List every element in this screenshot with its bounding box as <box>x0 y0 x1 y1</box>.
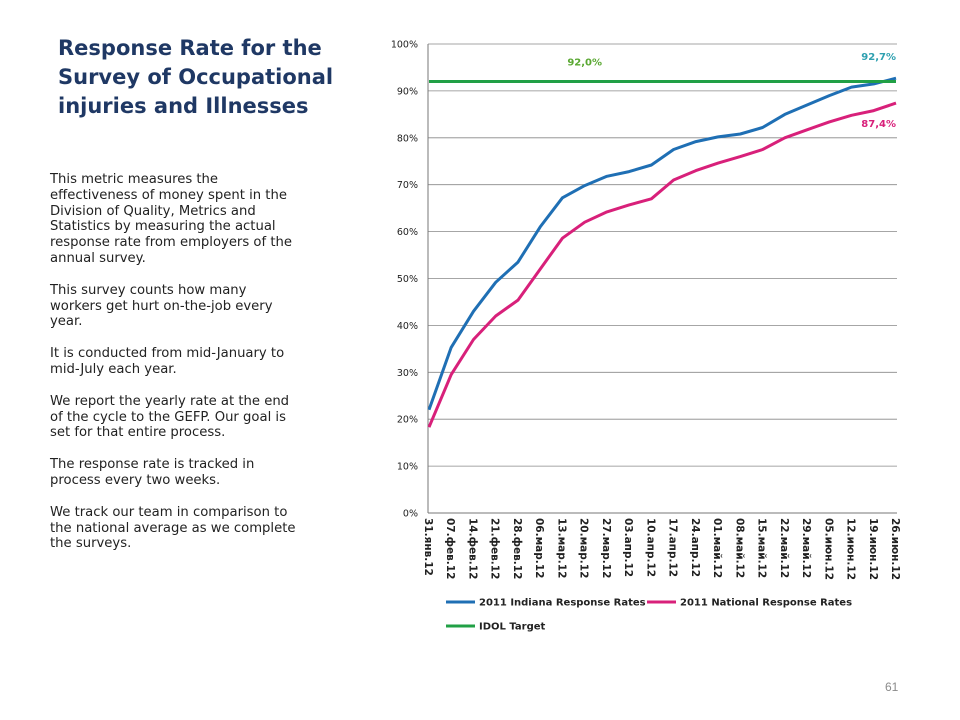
y-tick-label: 90% <box>397 86 418 97</box>
x-tick-label: 12.июн.12 <box>845 518 857 580</box>
x-tick-label: 24.апр.12 <box>689 518 701 577</box>
x-tick-label: 08.май.12 <box>733 518 745 578</box>
legend-label: 2011 Indiana Response Rates <box>479 598 646 609</box>
description-text: This metric measures the effectiveness o… <box>50 172 300 568</box>
indiana-end-label: 92,7% <box>861 52 896 63</box>
x-tick-label: 10.апр.12 <box>644 518 656 577</box>
x-tick-label: 17.апр.12 <box>667 518 679 577</box>
x-tick-label: 05.июн.12 <box>822 518 834 580</box>
response-rate-chart: 0% 10% 20% 30% 40% 50% 60% 70% 80% 90% 100% 31.янв.… <box>391 40 901 633</box>
y-tick-label: 40% <box>397 321 418 332</box>
x-tick-label: 28.фев.12 <box>511 518 523 579</box>
series-line-2011-national-response-rates <box>427 101 897 428</box>
x-tick-label: 20.мар.12 <box>578 518 590 578</box>
national-end-label: 87,4% <box>861 119 896 130</box>
x-tick-label: 13.мар.12 <box>555 518 567 578</box>
paragraph-metric: This metric measures the effectiveness o… <box>50 172 292 266</box>
x-tick-label: 22.май.12 <box>778 518 790 578</box>
y-tick-label: 70% <box>397 180 418 191</box>
y-tick-label: 100% <box>391 40 418 51</box>
x-tick-label: 27.мар.12 <box>600 518 612 578</box>
y-tick-label: 30% <box>397 368 418 379</box>
slide-title: Response Rate for the Survey of Occupati… <box>58 36 334 118</box>
x-tick-label: 21.фев.12 <box>489 518 501 579</box>
series-line-2011-indiana-response-rates <box>427 76 897 411</box>
legend-label: IDOL Target <box>479 622 546 633</box>
x-tick-label: 19.июн.12 <box>867 518 879 580</box>
y-tick-label: 80% <box>397 133 418 144</box>
y-tick-label: 20% <box>397 415 418 426</box>
x-tick-label: 14.фев.12 <box>466 518 478 579</box>
paragraph-comparison: We track our team in comparison to the n… <box>50 504 296 552</box>
x-tick-label: 07.фев.12 <box>444 518 456 579</box>
paragraph-reporting: We report the yearly rate at the end of … <box>50 393 290 441</box>
x-tick-label: 03.апр.12 <box>622 518 634 577</box>
x-tick-label: 29.май.12 <box>800 518 812 578</box>
y-tick-label: 50% <box>397 274 418 285</box>
x-tick-label: 26.июн.12 <box>889 518 901 580</box>
x-tick-label: 31.янв.12 <box>422 518 434 576</box>
x-tick-label: 01.май.12 <box>711 518 723 578</box>
y-tick-label: 0% <box>403 509 418 520</box>
paragraph-tracking: The response rate is tracked in process … <box>50 457 255 488</box>
page-number: 61 <box>885 680 899 694</box>
paragraph-survey: This survey counts how many workers get … <box>50 282 273 330</box>
target-label: 92,0% <box>567 58 602 69</box>
paragraph-schedule: It is conducted from mid-January to mid-… <box>50 346 285 377</box>
y-tick-label: 60% <box>397 227 418 238</box>
x-tick-label: 06.мар.12 <box>533 518 545 578</box>
legend-label: 2011 National Response Rates <box>680 598 852 609</box>
x-tick-label: 15.май.12 <box>756 518 768 578</box>
y-tick-label: 10% <box>397 462 418 473</box>
